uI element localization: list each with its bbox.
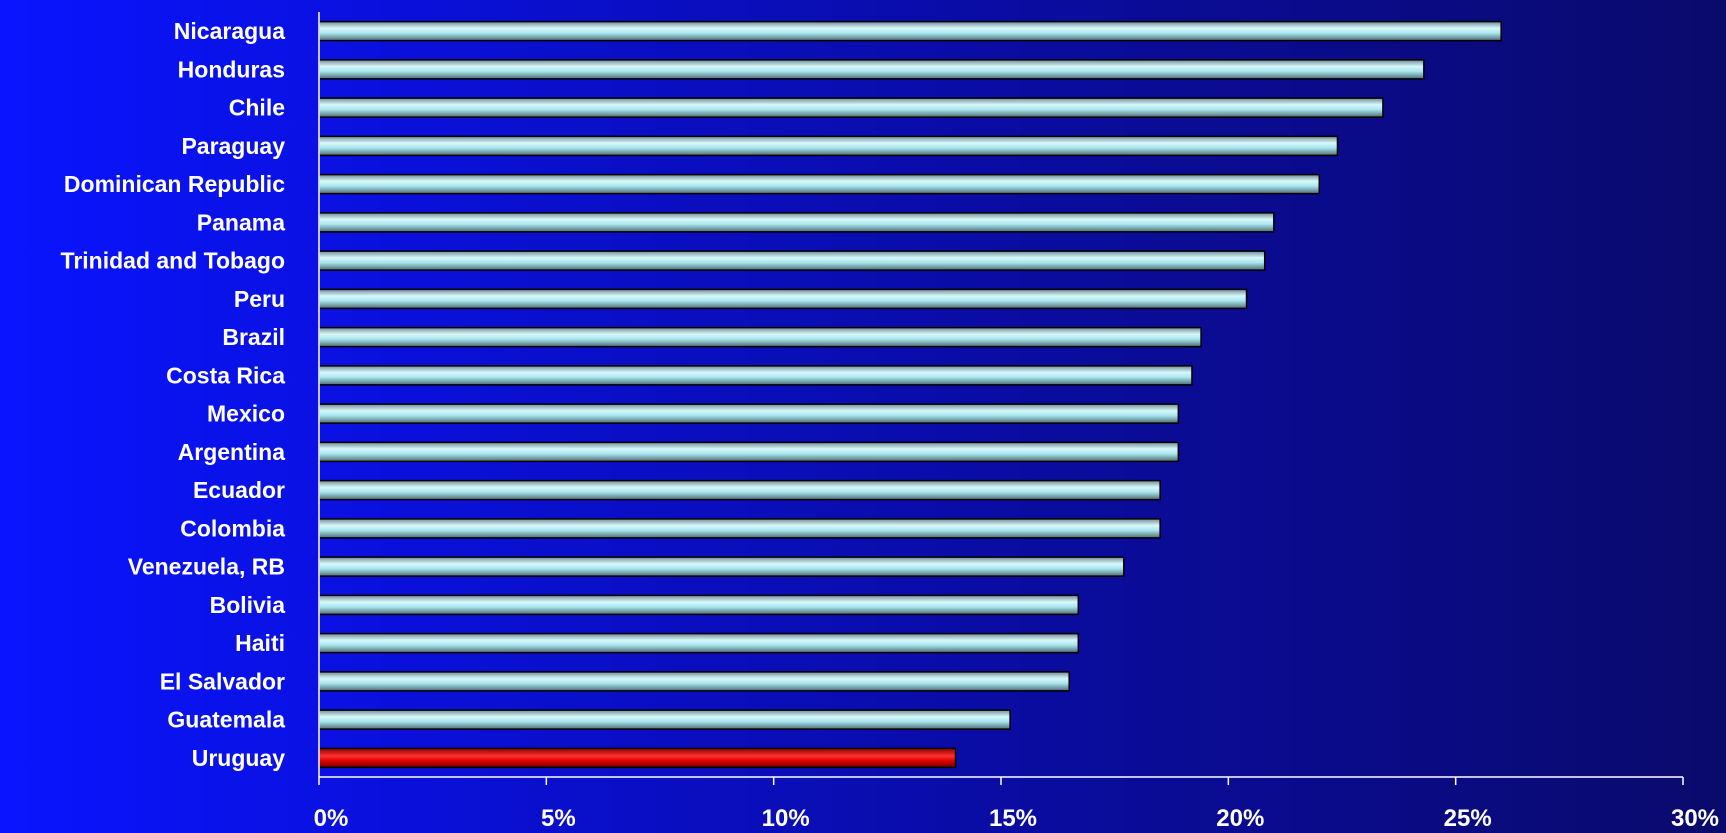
axes [318, 12, 1683, 778]
bar-el-salvador [318, 671, 1070, 692]
category-label: Argentina [178, 439, 286, 465]
category-label: Panama [197, 209, 285, 235]
bar-peru [318, 288, 1248, 310]
bar-trinidad-and-tobago [318, 250, 1266, 271]
category-label: Paraguay [181, 133, 285, 159]
bar-chile [318, 97, 1384, 118]
category-label: Honduras [178, 56, 285, 82]
category-label: Dominican Republic [64, 171, 285, 197]
bar-brazil [318, 326, 1202, 348]
category-label: Costa Rica [166, 362, 285, 388]
category-label: Colombia [180, 515, 285, 541]
category-label: Chile [229, 95, 285, 121]
category-label: Mexico [207, 401, 285, 427]
x-tick-label: 20% [1216, 805, 1264, 832]
category-label: Trinidad and Tobago [61, 248, 285, 274]
bar-dominican-republic [318, 173, 1321, 195]
x-axis-ticks [318, 777, 1684, 785]
bar-costa-rica [318, 365, 1193, 386]
x-tick-label: 25% [1444, 805, 1492, 832]
category-label: Haiti [235, 630, 285, 656]
x-tick-label: 15% [989, 805, 1037, 832]
category-label: Brazil [222, 324, 285, 350]
x-tick-label: 0% [314, 805, 349, 832]
x-tick-label: 5% [541, 805, 576, 832]
bar-paraguay [318, 135, 1339, 157]
bar-colombia [318, 518, 1161, 539]
bar-nicaragua [318, 20, 1502, 42]
x-tick-labels: 0% 5% 10% 15% 20% 25% 30% [314, 805, 1719, 832]
category-labels: Nicaragua Honduras Chile Paraguay Dominican … [61, 18, 286, 771]
bar-bolivia [318, 594, 1080, 616]
x-tick-label: 10% [762, 805, 810, 832]
x-tick-label: 30% [1671, 805, 1719, 832]
bar-honduras [318, 59, 1425, 80]
category-label: Guatemala [167, 707, 285, 733]
bar-venezuela-rb [318, 556, 1125, 577]
category-label: Peru [234, 286, 285, 312]
bar-panama [318, 212, 1275, 233]
bar-ecuador [318, 479, 1161, 501]
bar-argentina [318, 441, 1180, 463]
category-label: El Salvador [160, 668, 285, 694]
category-label: Ecuador [193, 477, 285, 503]
category-label: Uruguay [192, 745, 286, 771]
category-label: Venezuela, RB [128, 554, 285, 580]
bar-mexico [318, 403, 1180, 424]
category-label: Nicaragua [174, 18, 285, 44]
category-label: Bolivia [210, 592, 286, 618]
bar-haiti [318, 632, 1080, 654]
bar-guatemala [318, 709, 1011, 730]
bars-group [318, 20, 1502, 769]
bar-uruguay [318, 747, 957, 769]
